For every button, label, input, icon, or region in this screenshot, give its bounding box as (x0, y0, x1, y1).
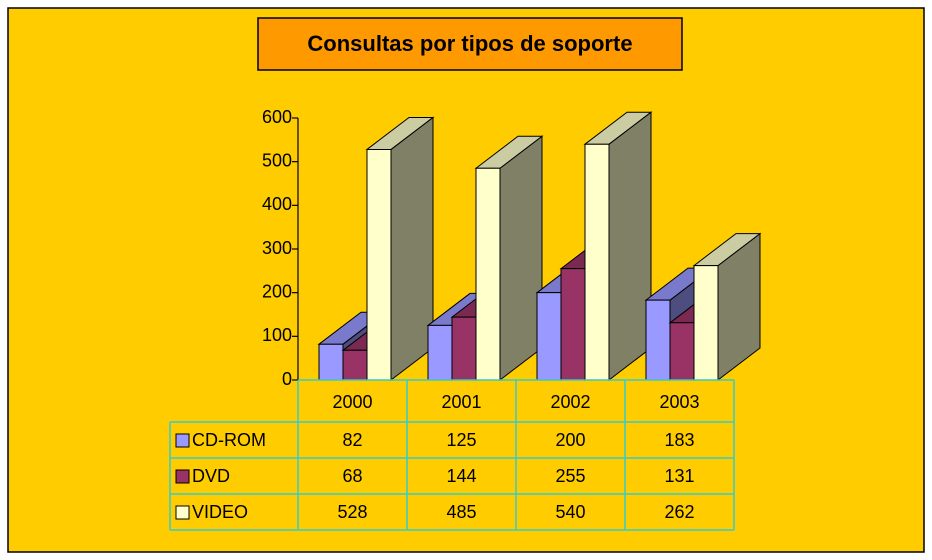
y-tick-label: 200 (262, 281, 292, 301)
bar-front (645, 299, 671, 381)
bar-front (475, 167, 501, 381)
bar-front (584, 143, 610, 381)
table-value: 200 (555, 430, 585, 450)
table-value: 485 (446, 502, 476, 522)
bar-side (499, 135, 543, 382)
table-value: 255 (555, 466, 585, 486)
table-value: 131 (664, 466, 694, 486)
y-tick-label: 0 (282, 369, 292, 389)
title-box (257, 17, 683, 71)
y-tick-label: 500 (262, 150, 292, 170)
bar-front (342, 349, 368, 381)
bar-side (608, 111, 652, 382)
x-tick-label: 2000 (332, 392, 372, 412)
y-tick-label: 300 (262, 238, 292, 258)
legend-key (175, 433, 190, 448)
x-tick-label: 2003 (659, 392, 699, 412)
x-tick-label: 2001 (441, 392, 481, 412)
chart-title: Consultas por tipos de soporte (307, 31, 632, 56)
bar-front (366, 148, 392, 381)
x-tick-label: 2002 (550, 392, 590, 412)
legend-label: VIDEO (192, 502, 248, 522)
legend-label: DVD (192, 466, 230, 486)
table-value: 82 (342, 430, 362, 450)
table-value: 540 (555, 502, 585, 522)
table-value: 183 (664, 430, 694, 450)
legend-key (175, 469, 190, 484)
table-value: 144 (446, 466, 476, 486)
bar-front (693, 265, 719, 381)
legend-label: CD-ROM (192, 430, 266, 450)
bar (365, 116, 435, 382)
table-value: 125 (446, 430, 476, 450)
bar-front (669, 322, 695, 381)
bar (692, 232, 762, 382)
table-value: 68 (342, 466, 362, 486)
bar-front (427, 324, 453, 381)
y-tick-label: 600 (262, 107, 292, 127)
bar-side (390, 116, 434, 382)
table-value: 528 (337, 502, 367, 522)
legend-key (175, 505, 190, 520)
bar (583, 111, 653, 382)
bar-front (536, 292, 562, 381)
y-tick-label: 100 (262, 325, 292, 345)
y-tick-label: 400 (262, 194, 292, 214)
bar (474, 135, 544, 382)
bar-front (318, 343, 344, 381)
bar-front (451, 316, 477, 381)
bar-front (560, 268, 586, 381)
chart-area (7, 7, 925, 553)
table-value: 262 (664, 502, 694, 522)
